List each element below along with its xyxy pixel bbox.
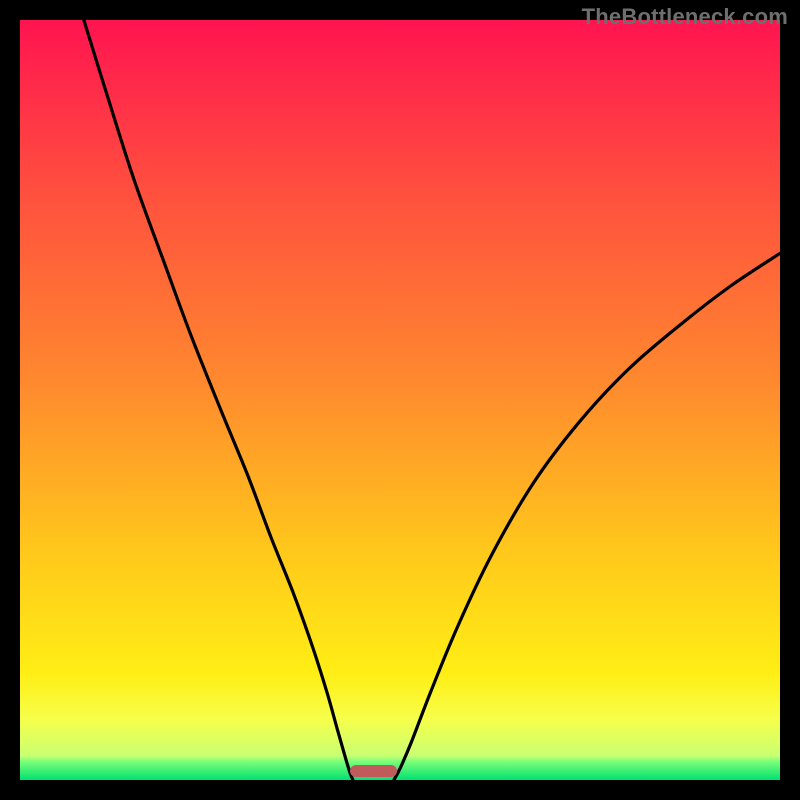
curve-overlay	[0, 0, 800, 800]
outer-frame: TheBottleneck.com	[0, 0, 800, 800]
optimal-marker	[350, 765, 397, 777]
